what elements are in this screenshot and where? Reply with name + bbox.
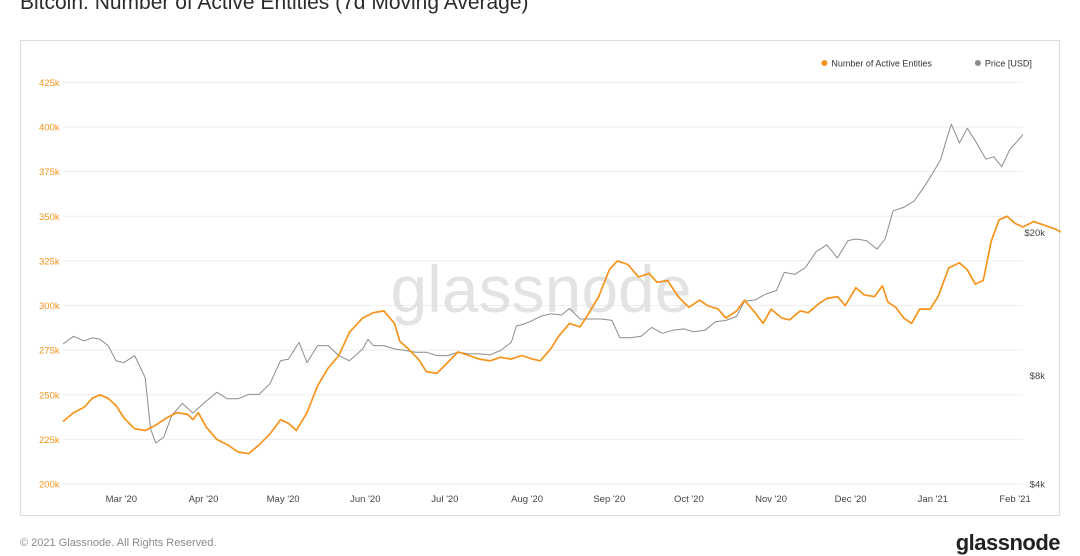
left-axis-tick-label: 425k [39, 78, 60, 89]
left-axis-tick-label: 225k [39, 435, 60, 446]
active-entities-line[interactable] [62, 74, 1061, 455]
x-axis-tick-label: Jun '20 [350, 494, 380, 505]
left-axis: 200k 225k 250k 275k 300k 325k 350k 375k 400k 425k [39, 78, 60, 491]
legend[interactable]: Number of Active Entities Price [USD] [821, 59, 1032, 69]
left-axis-tick-label: 375k [39, 167, 60, 178]
legend-label[interactable]: Price [USD] [985, 59, 1032, 69]
copyright: © 2021 Glassnode. All Rights Reserved. [20, 537, 217, 549]
x-axis-tick-label: Dec '20 [835, 494, 867, 505]
x-axis-tick-label: Apr '20 [189, 494, 219, 505]
legend-marker [821, 60, 828, 66]
brand-logo[interactable]: glassnode [955, 530, 1061, 555]
watermark: glassnode [391, 252, 692, 326]
right-axis-tick-label: $4k [1030, 480, 1046, 491]
x-axis-tick-label: Mar '20 [106, 494, 137, 505]
left-axis-tick-label: 350k [39, 212, 60, 223]
left-axis-tick-label: 250k [39, 390, 60, 401]
x-axis-tick-label: Feb '21 [999, 494, 1030, 505]
x-axis: Mar '20 Apr '20 May '20 Jun '20 Jul '20 Aug '… [106, 494, 1031, 505]
left-axis-tick-label: 325k [39, 256, 60, 267]
x-axis-tick-label: Jan '21 [918, 494, 948, 505]
price-line[interactable] [62, 123, 1024, 444]
grid [63, 81, 1023, 485]
left-axis-tick-label: 275k [39, 346, 60, 357]
chart-panel: glassnode 200k 225k 250k 275k 300k 325k 350k 37… [20, 40, 1061, 516]
x-axis-tick-label: May '20 [267, 494, 300, 505]
right-axis: $4k $8k $20k [1024, 228, 1045, 490]
x-axis-tick-label: Aug '20 [511, 494, 543, 505]
left-axis-tick-label: 200k [39, 480, 60, 491]
x-axis-tick-label: Sep '20 [593, 494, 625, 505]
x-axis-tick-label: Jul '20 [431, 494, 458, 505]
legend-marker [974, 60, 981, 66]
left-axis-tick-label: 400k [39, 123, 60, 134]
right-axis-tick-label: $8k [1030, 371, 1046, 382]
left-axis-tick-label: 300k [39, 301, 60, 312]
page-title: Bitcoin: Number of Active Entities (7d M… [20, 0, 529, 14]
series [62, 74, 1061, 455]
chart: glassnode 200k 225k 250k 275k 300k 325k 350k 37… [39, 59, 1061, 505]
x-axis-tick-label: Oct '20 [674, 494, 704, 505]
right-axis-tick-label: $20k [1024, 228, 1045, 239]
x-axis-tick-label: Nov '20 [755, 494, 787, 505]
legend-label[interactable]: Number of Active Entities [831, 59, 932, 69]
